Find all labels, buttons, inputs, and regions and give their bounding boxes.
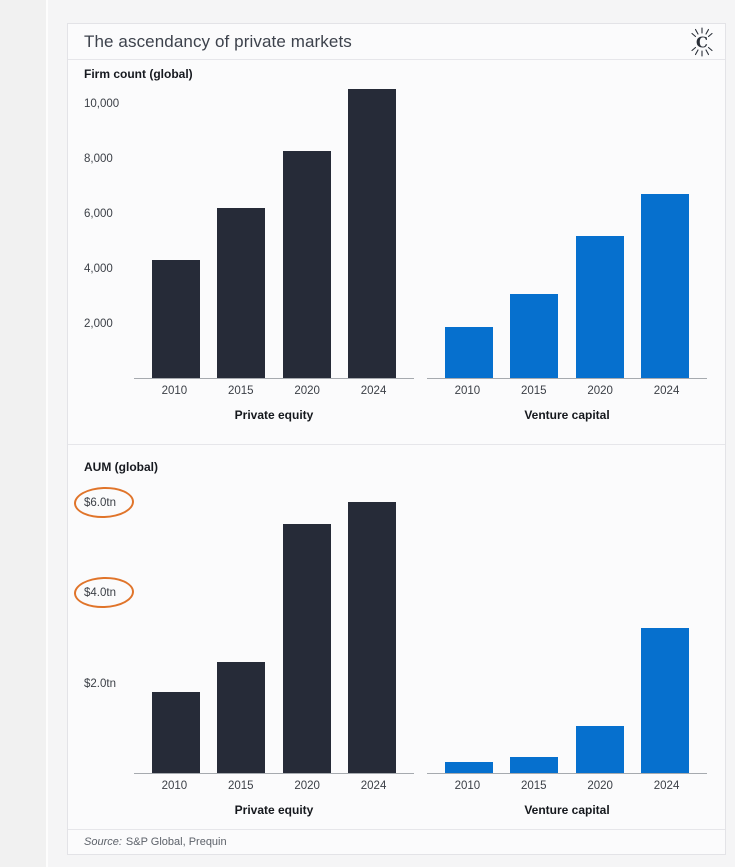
x-axis-labels: 2010 2015 2020 2024	[134, 379, 414, 403]
y-axis-tick: 10,000	[84, 98, 120, 110]
x-axis-labels: 2010 2015 2020 2024	[134, 774, 414, 798]
y-axis-tick: $6.0tn	[73, 485, 135, 519]
chart-card: The ascendancy of private markets C Firm…	[67, 23, 726, 855]
group-label: Private equity	[234, 408, 314, 422]
bar-groups: 2010 2015 2020 2024 Private equity 2010 2015 20…	[134, 489, 725, 822]
bar	[510, 294, 559, 378]
sunburst-c-logo-icon: C	[691, 26, 713, 57]
group-label: Private equity	[234, 803, 314, 817]
page-title: The ascendancy of private markets	[84, 31, 352, 51]
x-axis-labels: 2010 2015 2020 2024	[427, 379, 707, 403]
y-axis-tick: $2.0tn	[84, 677, 116, 690]
bar	[151, 259, 200, 378]
y-axis-tick: 4,000	[84, 263, 113, 275]
bars-row	[427, 489, 707, 774]
year-label: 2020	[294, 385, 320, 397]
year-label: 2024	[653, 780, 680, 792]
year-label: 2010	[161, 780, 188, 792]
year-label: 2015	[227, 385, 254, 397]
year-label: 2010	[454, 780, 481, 792]
svg-text:C: C	[696, 33, 708, 51]
page-edge-divider	[46, 0, 48, 867]
card-header: The ascendancy of private markets C	[68, 24, 725, 60]
bar	[641, 628, 690, 773]
bar	[217, 207, 266, 378]
bar	[444, 327, 493, 378]
year-label: 2010	[161, 385, 188, 397]
group-label: Venture capital	[524, 803, 610, 817]
bar-groups: 2010 2015 2020 2024 Private equity 2010 2015 20…	[134, 88, 725, 427]
bar	[282, 524, 331, 773]
y-axis-tick: 2,000	[84, 318, 113, 330]
bar	[348, 501, 397, 773]
chart-title: Firm count (global)	[84, 67, 193, 81]
chart-area: 10,000 8,000 6,000 4,000 2,000 2010 2015 2020 20…	[84, 88, 725, 427]
bars-row	[134, 489, 414, 774]
annotation-ellipse	[73, 485, 135, 519]
group-label: Venture capital	[524, 408, 610, 422]
bars-row	[427, 88, 707, 379]
y-axis-tick: 6,000	[84, 208, 113, 220]
bar	[510, 757, 559, 773]
bar-group-venture-capital: 2010 2015 2020 2024 Venture capital	[427, 88, 707, 427]
aum-panel: AUM (global) $6.0tn $4.0tn $2.0tn 2010 2015 2…	[68, 444, 725, 831]
bars-row	[134, 88, 414, 379]
year-label: 2020	[587, 385, 613, 397]
year-label: 2024	[360, 385, 387, 397]
y-axis-tick: $4.0tn	[73, 575, 135, 610]
year-label: 2015	[520, 780, 547, 792]
bar	[641, 193, 690, 378]
y-axis-tick: 8,000	[84, 153, 113, 165]
bar	[444, 761, 493, 773]
year-label: 2020	[294, 780, 320, 792]
year-label: 2015	[227, 780, 254, 792]
source-line: Source: S&P Global, Prequin	[68, 829, 725, 854]
bar	[151, 691, 200, 773]
bar-group-private-equity: 2010 2015 2020 2024 Private equity	[134, 489, 414, 822]
chart-title: AUM (global)	[84, 460, 158, 474]
year-label: 2024	[360, 780, 387, 792]
bar	[575, 725, 624, 773]
annotation-ellipse	[73, 575, 135, 610]
source-prefix: Source:	[84, 836, 122, 848]
chart-area: $6.0tn $4.0tn $2.0tn 2010 2015 2020 2024 Privat…	[73, 485, 725, 822]
year-label: 2010	[454, 385, 481, 397]
year-label: 2024	[653, 385, 680, 397]
bar	[282, 151, 331, 378]
bar	[348, 89, 397, 378]
source-text: S&P Global, Prequin	[125, 836, 227, 848]
year-label: 2015	[520, 385, 547, 397]
year-label: 2020	[587, 780, 613, 792]
firm-count-panel: Firm count (global) 10,000 8,000 6,000 4,00…	[68, 60, 725, 444]
bar-group-venture-capital: 2010 2015 2020 2024 Venture capital	[427, 489, 707, 822]
bar-group-private-equity: 2010 2015 2020 2024 Private equity	[134, 88, 414, 427]
bar	[217, 662, 266, 773]
bar	[575, 236, 624, 378]
x-axis-labels: 2010 2015 2020 2024	[427, 774, 707, 798]
